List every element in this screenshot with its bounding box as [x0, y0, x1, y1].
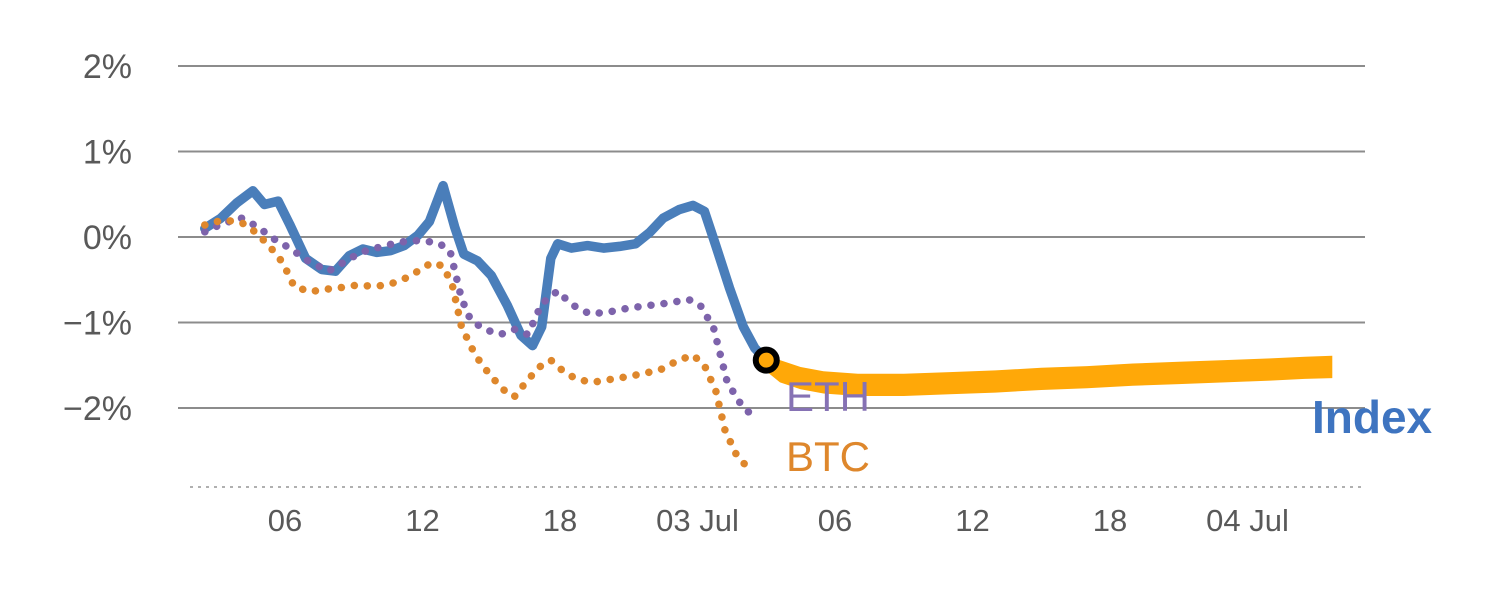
x-tick-label: 06	[268, 503, 302, 538]
eth-line	[201, 214, 759, 421]
btc-line	[201, 216, 750, 470]
index-forecast-band	[766, 349, 1333, 396]
x-tick-label: 18	[543, 503, 577, 538]
x-tick-label: 03 Jul	[656, 503, 739, 538]
y-tick-label: 0%	[83, 219, 132, 257]
index-series-label: Index	[1312, 391, 1433, 443]
x-tick-label: 12	[955, 503, 989, 538]
btc-series-label: BTC	[786, 433, 870, 480]
y-tick-label: −2%	[63, 390, 132, 428]
y-tick-label: −1%	[63, 305, 132, 343]
eth-series-label: ETH	[786, 373, 870, 420]
y-tick-label: 2%	[83, 48, 132, 86]
y-tick-label: 1%	[83, 134, 132, 172]
x-tick-label: 04 Jul	[1206, 503, 1289, 538]
current-point-marker	[752, 346, 780, 374]
x-tick-label: 06	[818, 503, 852, 538]
x-tick-label: 18	[1093, 503, 1127, 538]
x-tick-label: 12	[405, 503, 439, 538]
